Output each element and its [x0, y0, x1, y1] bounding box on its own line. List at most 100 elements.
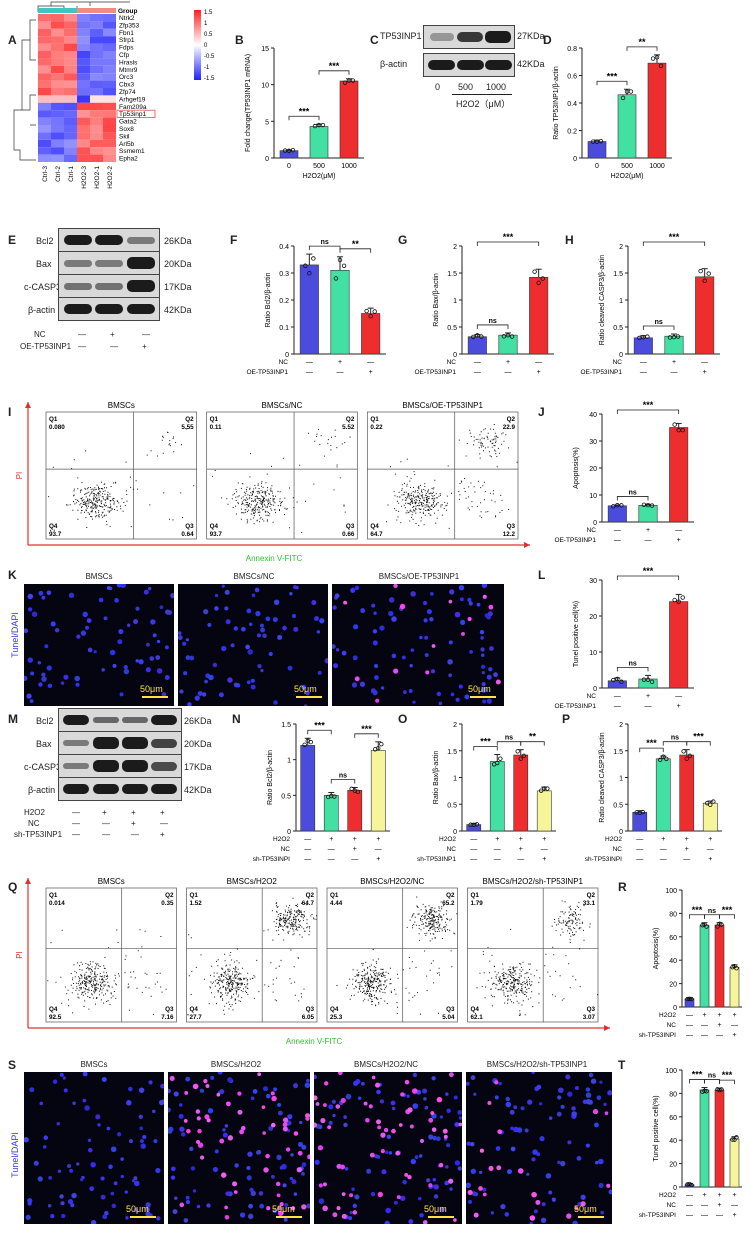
y-tick-label: 20 [589, 614, 597, 621]
blot-m-row-bax [58, 731, 182, 755]
heatmap-cell [90, 36, 103, 44]
nucleus [370, 1191, 376, 1197]
blot-m-protein-1: Bcl2 [36, 716, 54, 726]
nucleus [170, 592, 174, 599]
nucleus [580, 1194, 586, 1200]
nucleus [293, 1192, 298, 1196]
nucleus [182, 641, 187, 646]
significance-label: ns [489, 318, 497, 325]
quadrant-value: 22.9 [503, 424, 516, 431]
nucleus [82, 1098, 87, 1103]
nucleus [357, 1096, 362, 1101]
data-point [719, 922, 724, 927]
tunel-positive-cell [592, 1108, 599, 1115]
quadrant-name: Q4 [471, 1006, 480, 1013]
condition-mark: — [716, 1032, 723, 1039]
cond-mark: — [72, 819, 80, 828]
panel-label-a: A [8, 33, 17, 47]
quadrant-value: 93.7 [49, 531, 62, 538]
nucleus [63, 674, 69, 680]
heatmap-cell [77, 147, 90, 155]
nucleus [412, 1072, 418, 1078]
blot-e-kda-3: 17KDa [164, 282, 192, 292]
data-point [308, 739, 314, 745]
nucleus [595, 1160, 599, 1165]
blot-m-protein-3: c-CASP3 [24, 762, 62, 772]
condition-mark: + [376, 836, 380, 843]
nucleus [379, 1099, 385, 1104]
nucleus [201, 692, 207, 697]
tunel-positive-cell [195, 1109, 201, 1114]
tunel-positive-cell [363, 1101, 368, 1106]
nucleus [84, 1105, 90, 1111]
nucleus [185, 638, 189, 642]
nucleus [152, 1109, 156, 1114]
condition-mark: + [732, 1012, 736, 1019]
nucleus [608, 1189, 612, 1195]
nucleus [245, 644, 250, 650]
nucleus [355, 1079, 361, 1085]
nucleus [145, 667, 151, 673]
tunel-image-2 [178, 584, 328, 706]
bar [669, 601, 689, 689]
band [151, 784, 177, 794]
tunel-positive-cell [404, 1079, 410, 1085]
y-tick-label: 1 [619, 298, 623, 305]
tunel-positive-cell [430, 1111, 435, 1115]
y-tick-label: 0.2 [279, 298, 289, 305]
condition-mark: — [614, 527, 621, 534]
data-point [711, 799, 716, 804]
y-tick-label: 40 [669, 1138, 677, 1145]
nucleus [106, 1126, 111, 1131]
tunel-positive-cell [606, 1183, 611, 1188]
significance-bracket [662, 741, 688, 746]
data-point [641, 502, 647, 508]
heatmap-cell [103, 147, 116, 155]
condition-mark: — [494, 846, 501, 853]
nucleus [423, 618, 428, 623]
nucleus [110, 1191, 115, 1196]
arrow-head [524, 542, 530, 548]
bar [309, 126, 329, 159]
condition-mark: + [646, 693, 650, 700]
arrow-head [604, 1025, 610, 1031]
condition-mark: — [614, 703, 621, 710]
y-tick-label: 0 [619, 352, 623, 359]
data-point [717, 1087, 722, 1093]
significance-label: ns [629, 489, 637, 496]
significance-label: *** [314, 720, 325, 730]
data-point [376, 746, 381, 751]
nucleus [481, 687, 487, 693]
nucleus [334, 593, 340, 599]
condition-mark: — [470, 846, 477, 853]
nucleus [351, 1187, 355, 1191]
nucleus [353, 624, 359, 630]
nucleus [87, 1138, 92, 1143]
nucleus [545, 1173, 552, 1179]
panel-label-j: J [538, 405, 545, 419]
blot-c-row-2 [423, 53, 515, 77]
significance-label: ns [655, 319, 663, 326]
cond-mark: — [102, 819, 110, 828]
data-point [734, 1135, 739, 1140]
significance-label: *** [299, 106, 310, 116]
nucleus [361, 1081, 365, 1086]
data-point [355, 789, 361, 795]
colorbar-tick: 1.5 [204, 10, 213, 16]
condition-mark: + [717, 1192, 721, 1199]
flow-plot-title: BMSCs [98, 877, 125, 886]
tunel-image-1 [24, 1072, 164, 1224]
heatmap-cell [64, 28, 77, 37]
quadrant-name: Q2 [507, 416, 516, 423]
sample-label: Ctrl-2 [55, 166, 62, 182]
nucleus [111, 1203, 117, 1209]
significance-label: ns [708, 1073, 716, 1080]
nucleus [560, 1160, 566, 1167]
data-point [290, 147, 296, 153]
condition-mark: + [702, 1012, 706, 1019]
fluorescence-image [332, 584, 501, 706]
heatmap-cell [103, 43, 116, 51]
nucleus [438, 701, 443, 706]
nucleus [29, 699, 34, 703]
tunel-positive-cell [488, 1165, 494, 1171]
